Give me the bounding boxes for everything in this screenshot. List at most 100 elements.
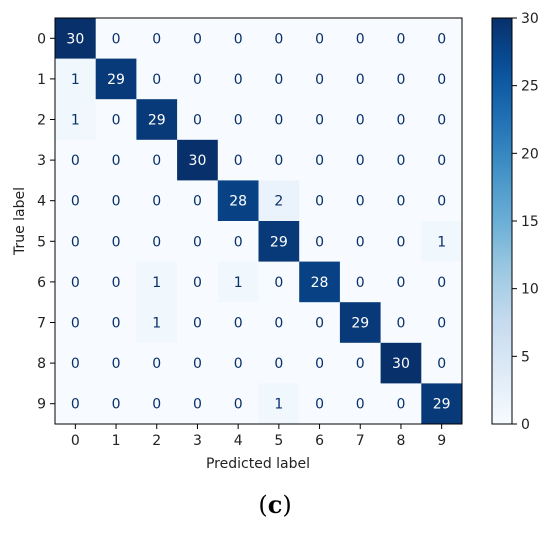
heatmap-cell bbox=[339, 139, 382, 181]
cell-value-label: 0 bbox=[71, 356, 80, 372]
cell-value-label: 0 bbox=[71, 234, 80, 250]
heatmap-cell bbox=[339, 383, 382, 425]
heatmap-cell bbox=[380, 99, 422, 141]
cell-value-label: 0 bbox=[356, 234, 365, 250]
heatmap-cell bbox=[421, 180, 463, 222]
x-axis-label: Predicted label bbox=[206, 456, 310, 472]
cell-value-label: 0 bbox=[315, 234, 324, 250]
cell-value-label: 0 bbox=[437, 275, 446, 291]
heatmap-cell bbox=[217, 99, 259, 141]
heatmap-cell bbox=[177, 18, 219, 60]
y-tick-label: 8 bbox=[37, 356, 46, 372]
heatmap-cell bbox=[258, 99, 300, 141]
cell-value-label: 0 bbox=[152, 153, 161, 169]
cell-value-label: 0 bbox=[71, 316, 80, 332]
heatmap-cell bbox=[299, 221, 341, 263]
cell-value-label: 0 bbox=[356, 31, 365, 47]
heatmap-cell bbox=[380, 180, 422, 222]
plot-frame bbox=[54, 17, 463, 425]
heatmap-cell bbox=[136, 342, 178, 384]
cell-value-label: 0 bbox=[274, 153, 283, 169]
cell-value-label: 29 bbox=[107, 72, 125, 88]
caption-open-paren: ( bbox=[258, 491, 268, 519]
heatmap-cell bbox=[299, 180, 341, 222]
heatmap-cell bbox=[299, 99, 341, 141]
y-tick-label: 0 bbox=[37, 31, 46, 47]
cell-value-label: 0 bbox=[315, 194, 324, 210]
colorbar-tick-label: 15 bbox=[521, 214, 539, 230]
heatmap-cell bbox=[55, 221, 97, 263]
heatmap-cell bbox=[177, 58, 219, 100]
heatmap-cell bbox=[421, 139, 463, 181]
cell-value-label: 0 bbox=[71, 275, 80, 291]
heatmap-cell bbox=[136, 261, 178, 303]
cell-value-label: 0 bbox=[152, 31, 161, 47]
heatmap-cell bbox=[380, 18, 422, 60]
cell-value-label: 0 bbox=[396, 72, 405, 88]
x-tick-label: 9 bbox=[437, 433, 446, 449]
heatmap-cell bbox=[299, 383, 341, 425]
cell-value-label: 0 bbox=[274, 72, 283, 88]
cell-value-label: 0 bbox=[71, 194, 80, 210]
cell-value-label: 0 bbox=[193, 397, 202, 413]
heatmap-cell bbox=[421, 99, 463, 141]
cell-value-label: 0 bbox=[437, 72, 446, 88]
cell-value-label: 0 bbox=[112, 31, 121, 47]
colorbar-tick-label: 30 bbox=[521, 11, 539, 27]
cell-value-label: 0 bbox=[274, 275, 283, 291]
cell-value-label: 0 bbox=[315, 113, 324, 129]
cell-value-label: 0 bbox=[193, 275, 202, 291]
cell-value-label: 0 bbox=[356, 153, 365, 169]
figure-caption: (c) bbox=[0, 490, 550, 519]
cell-value-label: 0 bbox=[437, 316, 446, 332]
x-tick-label: 0 bbox=[71, 433, 80, 449]
heatmap-cell bbox=[136, 58, 178, 100]
cell-value-label: 0 bbox=[396, 31, 405, 47]
heatmap-cell bbox=[217, 302, 259, 344]
cell-value-label: 0 bbox=[234, 31, 243, 47]
cell-value-label: 0 bbox=[396, 316, 405, 332]
heatmap-cell bbox=[299, 302, 341, 344]
heatmap-cell bbox=[258, 180, 300, 222]
cell-value-label: 0 bbox=[152, 356, 161, 372]
heatmap-cell bbox=[95, 180, 137, 222]
heatmap-cell bbox=[136, 99, 178, 141]
cell-value-label: 0 bbox=[356, 397, 365, 413]
cell-value-label: 29 bbox=[148, 113, 166, 129]
heatmap-cell bbox=[258, 383, 300, 425]
x-tick-label: 4 bbox=[234, 433, 243, 449]
cell-value-label: 0 bbox=[315, 316, 324, 332]
heatmap-cell bbox=[258, 139, 300, 181]
cell-value-label: 0 bbox=[152, 234, 161, 250]
cell-value-label: 0 bbox=[234, 72, 243, 88]
cell-value-label: 0 bbox=[112, 275, 121, 291]
heatmap-cell bbox=[55, 302, 97, 344]
cell-value-label: 0 bbox=[356, 275, 365, 291]
cell-value-label: 0 bbox=[193, 194, 202, 210]
heatmap-cell bbox=[217, 221, 259, 263]
heatmap-cell bbox=[299, 139, 341, 181]
cell-value-label: 0 bbox=[356, 72, 365, 88]
cell-value-label: 0 bbox=[356, 356, 365, 372]
heatmap-cell bbox=[136, 302, 178, 344]
heatmap-cell bbox=[258, 221, 300, 263]
cell-value-label: 0 bbox=[234, 234, 243, 250]
heatmap-cell bbox=[421, 58, 463, 100]
cell-value-label: 0 bbox=[274, 31, 283, 47]
cell-value-label: 0 bbox=[356, 113, 365, 129]
heatmap-cell bbox=[258, 302, 300, 344]
heatmap-cell bbox=[177, 342, 219, 384]
heatmap-cell bbox=[339, 302, 382, 344]
x-tick-label: 1 bbox=[112, 433, 121, 449]
heatmap-cell bbox=[177, 302, 219, 344]
cell-value-label: 0 bbox=[152, 397, 161, 413]
heatmap-cell bbox=[55, 342, 97, 384]
heatmap-cell bbox=[95, 58, 137, 100]
cell-value-label: 0 bbox=[356, 194, 365, 210]
heatmap-cell bbox=[339, 342, 382, 384]
heatmap-cell bbox=[258, 58, 300, 100]
heatmap-cell bbox=[217, 139, 259, 181]
cell-value-label: 0 bbox=[315, 72, 324, 88]
y-tick-label: 7 bbox=[37, 316, 46, 332]
